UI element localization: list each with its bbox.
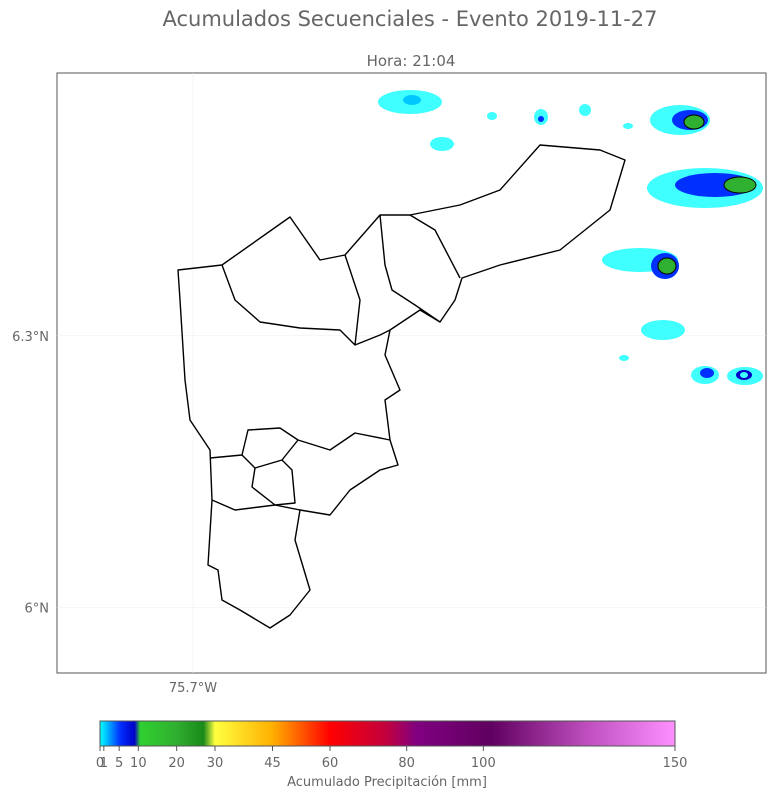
precipitation: [378, 90, 763, 385]
colorbar-tick-label: 5: [115, 756, 123, 771]
colorbar-tick-label: 1: [100, 756, 108, 771]
colorbar-tick-label: 10: [130, 756, 147, 771]
colorbar-tick-label: 0: [96, 756, 104, 771]
title: Acumulados Secuenciales - Evento 2019-11…: [162, 7, 657, 31]
subtitle: Hora: 21:04: [367, 52, 456, 70]
colorbar-tick-label: 60: [322, 756, 339, 771]
colorbar-label: Acumulado Precipitación [mm]: [287, 775, 487, 790]
colorbar-tick-label: 100: [471, 756, 496, 771]
lat-label: 6°N: [25, 602, 50, 617]
colorbar-tick-label: 20: [168, 756, 185, 771]
map-frame: [56, 72, 767, 674]
lat-label: 6.3°N: [12, 330, 49, 345]
colorbar-tick-label: 30: [207, 756, 224, 771]
lon-label: 75.7°W: [169, 681, 217, 696]
colorbar-tick-label: 150: [663, 756, 688, 771]
colorbar-ticks: 01 5 10 20 30 45 60 80 100 150: [96, 746, 688, 771]
colorbar: [99, 720, 676, 747]
colorbar-tick-label: 45: [264, 756, 281, 771]
boundaries: [177, 144, 626, 629]
graticule: [57, 73, 766, 673]
map-axes: 75.7°W 6°N 6.3°N: [12, 330, 217, 696]
colorbar-tick-label: 80: [398, 756, 415, 771]
